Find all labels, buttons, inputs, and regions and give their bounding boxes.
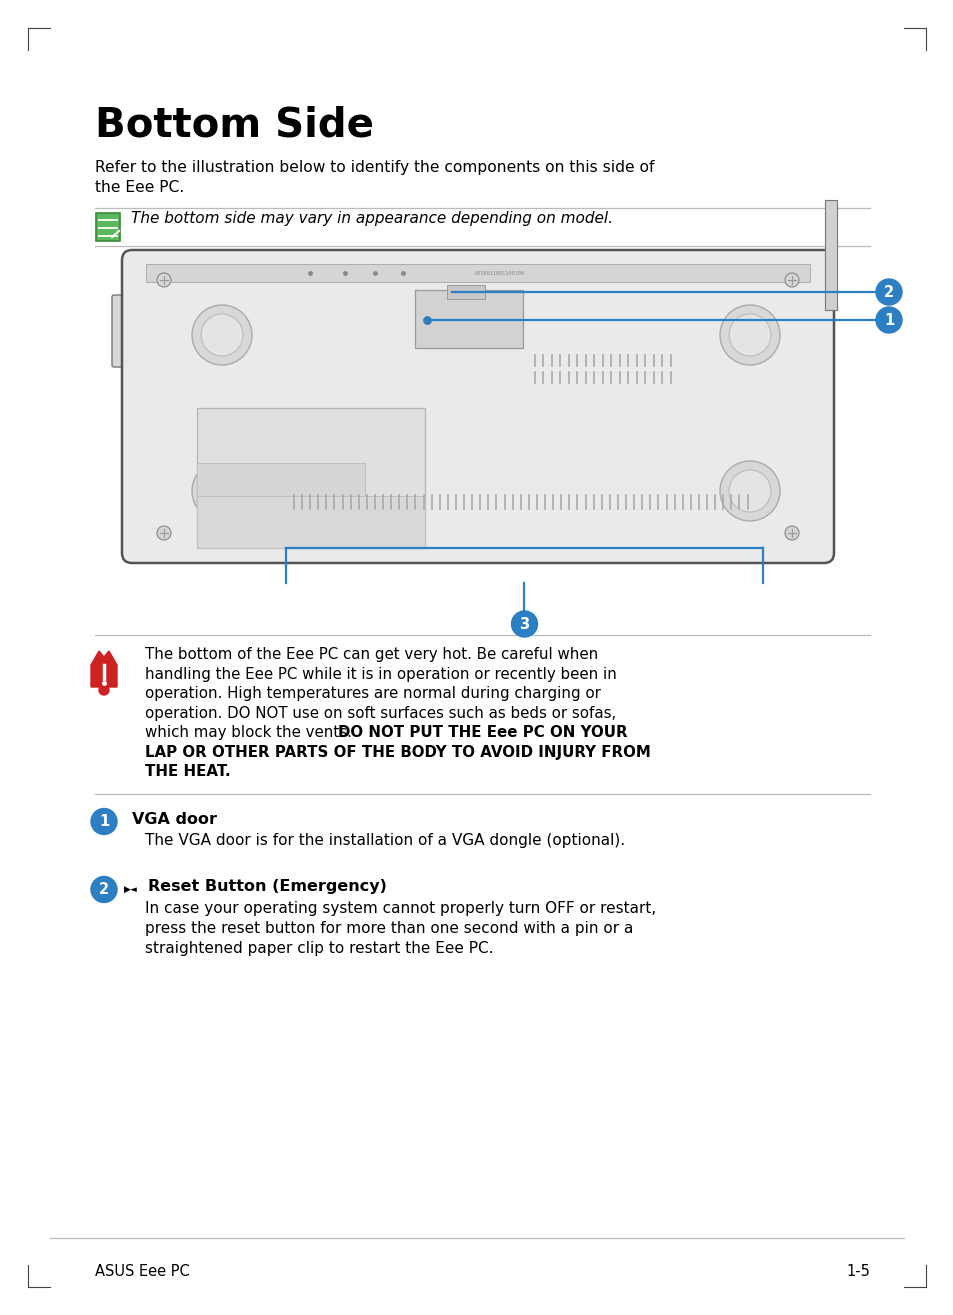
- Circle shape: [720, 305, 780, 366]
- Text: VGA door: VGA door: [132, 811, 216, 827]
- Text: straightened paper clip to restart the Eee PC.: straightened paper clip to restart the E…: [145, 940, 493, 956]
- Text: 1: 1: [882, 313, 893, 327]
- Text: press the reset button for more than one second with a pin or a: press the reset button for more than one…: [145, 920, 633, 936]
- Circle shape: [192, 305, 252, 366]
- Text: Refer to the illustration below to identify the components on this side of: Refer to the illustration below to ident…: [95, 160, 654, 175]
- Text: 2: 2: [99, 882, 109, 897]
- Text: In case your operating system cannot properly turn OFF or restart,: In case your operating system cannot pro…: [145, 902, 656, 917]
- Text: The bottom of the Eee PC can get very hot. Be careful when: The bottom of the Eee PC can get very ho…: [145, 647, 598, 661]
- Bar: [196, 496, 424, 548]
- FancyBboxPatch shape: [112, 295, 136, 367]
- Bar: [146, 264, 809, 281]
- Circle shape: [728, 314, 770, 356]
- Circle shape: [720, 462, 780, 521]
- Bar: [415, 291, 522, 348]
- Circle shape: [157, 526, 171, 540]
- Text: THE HEAT.: THE HEAT.: [145, 764, 231, 778]
- Circle shape: [511, 611, 537, 636]
- Circle shape: [784, 526, 799, 540]
- Text: Reset Button (Emergency): Reset Button (Emergency): [148, 880, 387, 894]
- Text: LAP OR OTHER PARTS OF THE BODY TO AVOID INJURY FROM: LAP OR OTHER PARTS OF THE BODY TO AVOID …: [145, 744, 650, 760]
- Text: DO NOT PUT THE Eee PC ON YOUR: DO NOT PUT THE Eee PC ON YOUR: [337, 725, 627, 740]
- Text: ▶◄: ▶◄: [124, 885, 137, 894]
- Circle shape: [192, 462, 252, 521]
- FancyBboxPatch shape: [122, 250, 833, 563]
- Text: handling the Eee PC while it is in operation or recently been in: handling the Eee PC while it is in opera…: [145, 667, 617, 681]
- Circle shape: [201, 469, 243, 512]
- Bar: [447, 285, 484, 299]
- Text: which may block the vents.: which may block the vents.: [145, 725, 356, 740]
- Text: the Eee PC.: the Eee PC.: [95, 180, 184, 195]
- Text: The bottom side may vary in appearance depending on model.: The bottom side may vary in appearance d…: [131, 210, 613, 226]
- Circle shape: [875, 279, 901, 305]
- Text: 3: 3: [518, 617, 529, 631]
- Text: Bottom Side: Bottom Side: [95, 105, 374, 145]
- Text: operation. High temperatures are normal during charging or: operation. High temperatures are normal …: [145, 686, 600, 701]
- Circle shape: [91, 877, 117, 902]
- Circle shape: [157, 274, 171, 287]
- Bar: [824, 200, 836, 310]
- Bar: [196, 408, 424, 548]
- FancyBboxPatch shape: [96, 213, 120, 241]
- Text: 1-5: 1-5: [845, 1264, 869, 1279]
- Circle shape: [91, 809, 117, 835]
- Bar: [196, 463, 365, 548]
- Text: ASUS Eee PC: ASUS Eee PC: [95, 1264, 190, 1279]
- Text: 0010011001100100: 0010011001100100: [475, 271, 524, 276]
- Circle shape: [201, 314, 243, 356]
- Circle shape: [728, 469, 770, 512]
- Circle shape: [99, 685, 109, 696]
- Circle shape: [784, 274, 799, 287]
- Text: 2: 2: [883, 284, 893, 300]
- Text: operation. DO NOT use on soft surfaces such as beds or sofas,: operation. DO NOT use on soft surfaces s…: [145, 706, 616, 721]
- Text: The VGA door is for the installation of a VGA dongle (optional).: The VGA door is for the installation of …: [145, 834, 624, 848]
- Polygon shape: [91, 651, 117, 686]
- Circle shape: [875, 306, 901, 333]
- Text: 1: 1: [99, 814, 109, 828]
